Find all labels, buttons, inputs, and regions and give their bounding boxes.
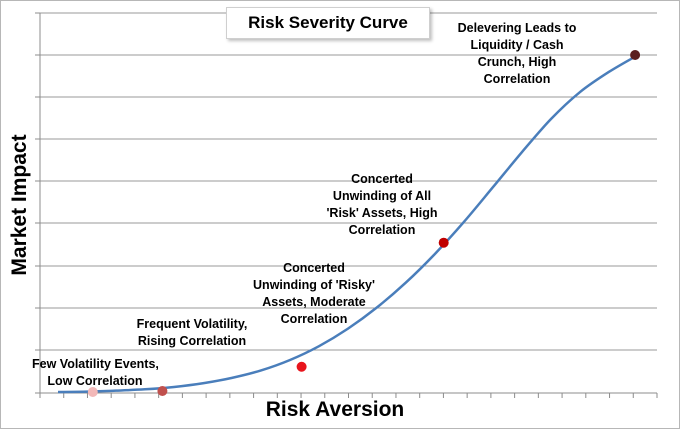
annotation-line: Concerted bbox=[351, 172, 413, 186]
annotation-frequent-volatility: Frequent Volatility, Rising Correlation bbox=[124, 316, 260, 350]
annotation-few-volatility: Few Volatility Events, Low Correlation bbox=[32, 356, 159, 390]
annotation-line: Liquidity / Cash bbox=[470, 38, 564, 52]
annotation-delevering: Delevering Leads to Liquidity / Cash Cru… bbox=[446, 20, 588, 88]
annotation-unwinding-all: Concerted Unwinding of All 'Risk' Assets… bbox=[312, 171, 452, 239]
data-point-2 bbox=[157, 385, 168, 396]
annotation-line: Unwinding of 'Risky' bbox=[253, 278, 375, 292]
risk-curve-line bbox=[57, 53, 639, 394]
chart-title: Risk Severity Curve bbox=[226, 7, 430, 39]
annotation-line: Correlation bbox=[280, 312, 348, 326]
annotation-line: Frequent Volatility, bbox=[136, 317, 248, 331]
annotation-line: Concerted bbox=[283, 261, 345, 275]
annotation-line: Assets, Moderate bbox=[262, 295, 366, 309]
data-point-1 bbox=[87, 387, 98, 397]
data-point-3 bbox=[296, 361, 307, 372]
annotation-line: 'Risk' Assets, High bbox=[326, 206, 438, 220]
annotation-line: Correlation bbox=[483, 72, 551, 86]
annotation-line: Unwinding of All bbox=[332, 189, 432, 203]
annotation-unwinding-risky: Concerted Unwinding of 'Risky' Assets, M… bbox=[246, 260, 382, 328]
annotation-line: Rising Correlation bbox=[137, 334, 247, 348]
data-point-5 bbox=[630, 50, 641, 60]
annotation-line: Crunch, High bbox=[477, 55, 557, 69]
annotation-line: Correlation bbox=[348, 223, 416, 237]
annotation-line: Few Volatility Events, bbox=[32, 357, 159, 371]
data-point-4 bbox=[438, 237, 449, 248]
y-axis-label: Market Impact bbox=[8, 134, 31, 276]
annotation-line: Low Correlation bbox=[47, 374, 143, 388]
x-axis-label: Risk Aversion bbox=[265, 398, 405, 421]
annotation-line: Delevering Leads to bbox=[457, 21, 577, 35]
